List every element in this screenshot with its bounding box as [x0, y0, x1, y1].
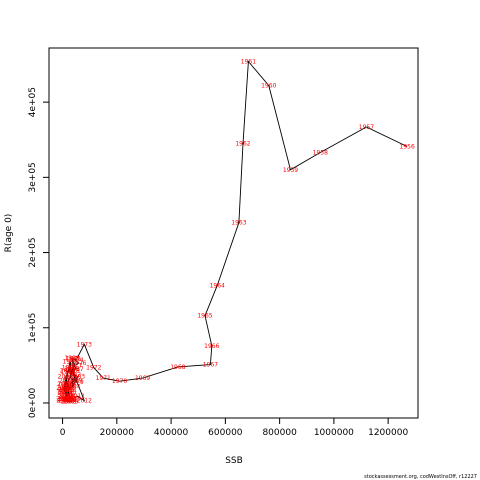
- year-label: 1994: [58, 385, 73, 392]
- year-label: 2019: [62, 396, 77, 403]
- y-axis-title: R(age 0): [4, 214, 14, 253]
- credit-text: stockassessment.org, codWestInsOff, r122…: [364, 474, 477, 480]
- year-label: 2005: [62, 397, 77, 404]
- y-tick-label: 0e+00: [28, 388, 38, 419]
- year-label: 1965: [197, 313, 212, 320]
- year-label: 2002: [58, 392, 73, 399]
- plot-frame: [48, 47, 419, 419]
- year-label: 1963: [231, 219, 246, 226]
- year-label: 1966: [204, 343, 219, 350]
- y-tick-label: 3e+05: [28, 162, 38, 192]
- year-label: 2007: [56, 398, 71, 405]
- year-label: 2004: [58, 398, 73, 405]
- year-label: 2017: [57, 381, 72, 388]
- year-label: 2022: [58, 398, 73, 405]
- year-label: 2009: [63, 398, 78, 405]
- year-label: 2014: [58, 390, 73, 397]
- year-label: 1967: [203, 362, 218, 369]
- x-tick-label: 600000: [208, 428, 243, 438]
- x-tick-label: 800000: [262, 428, 297, 438]
- year-label: 1968: [170, 364, 185, 371]
- year-label: 2020: [60, 368, 75, 375]
- year-label: 1979: [68, 379, 83, 386]
- year-label: 1974: [68, 357, 83, 364]
- year-label: 1957: [359, 124, 374, 131]
- year-label: 1990: [63, 380, 78, 387]
- year-label: 1978: [64, 368, 79, 375]
- plot-border: [48, 47, 419, 419]
- year-label: 2001: [57, 389, 72, 396]
- year-label: 1969: [135, 375, 150, 382]
- y-tick-label: 2e+05: [28, 237, 38, 267]
- x-tick-label: 200000: [100, 428, 135, 438]
- year-label: 1972: [86, 365, 101, 372]
- year-label: 2006: [56, 395, 71, 402]
- year-label: 1989: [67, 377, 82, 384]
- year-label: 1962: [235, 141, 250, 148]
- year-label: 1986: [60, 369, 75, 376]
- year-label: 2015: [61, 394, 76, 401]
- year-label: 1988: [64, 355, 79, 362]
- x-axis: 0 200000 400000 600000 800000 1000000 1200000: [60, 417, 408, 438]
- year-label: 1983: [70, 374, 85, 381]
- year-label: 1970: [112, 378, 127, 385]
- year-label: 2010: [66, 395, 81, 402]
- year-label: 1961: [241, 59, 256, 66]
- year-label: 1964: [210, 283, 225, 290]
- year-label: 1982: [66, 371, 81, 378]
- year-label: 1973: [77, 341, 92, 348]
- year-label: 1977: [67, 362, 82, 369]
- x-tick-label: 1200000: [368, 428, 408, 438]
- year-label: 1975: [66, 356, 81, 363]
- year-label: 1999: [59, 393, 74, 400]
- year-label: 1971: [96, 375, 111, 382]
- year-label: 1976: [71, 360, 86, 367]
- year-label: 1959: [283, 167, 298, 174]
- year-label: 2018: [59, 377, 74, 384]
- year-label: 1998: [61, 389, 76, 396]
- year-label: 2008: [61, 398, 76, 405]
- year-label: 1960: [261, 83, 276, 90]
- year-label: 1992: [59, 391, 74, 398]
- year-label: 2011: [70, 393, 85, 400]
- year-label: 1991: [62, 386, 77, 393]
- year-label: 2003: [60, 396, 75, 403]
- y-tick-label: 1e+05: [28, 313, 38, 343]
- x-tick-label: 400000: [154, 428, 189, 438]
- year-label: 1984: [65, 383, 80, 390]
- year-label: 2016: [56, 385, 71, 392]
- year-label: 1996: [59, 386, 74, 393]
- year-label: 1995: [58, 381, 73, 388]
- year-label: 1993: [58, 396, 73, 403]
- line-layer: [63, 60, 408, 402]
- label-layer: 1956 1957 1958 1959 1960 1961 1962 1963 1964 1965…: [56, 59, 415, 406]
- year-label: 1958: [313, 150, 328, 157]
- x-tick-label: 0: [60, 428, 66, 438]
- year-label: 1956: [400, 144, 415, 151]
- year-label: 1985: [63, 359, 78, 366]
- year-label: 1987: [68, 366, 83, 373]
- y-axis: 0e+00 1e+05 2e+05 3e+05 4e+05: [28, 87, 50, 419]
- year-label: 2021: [58, 386, 73, 393]
- year-label: 2012: [77, 398, 92, 405]
- x-tick-label: 1000000: [314, 428, 354, 438]
- year-label: 1981: [62, 365, 77, 372]
- year-label: 2013: [64, 366, 79, 373]
- y-tick-label: 4e+05: [28, 87, 38, 117]
- year-label: 1997: [60, 383, 75, 390]
- sr-trajectory-line: [63, 60, 408, 402]
- year-label: 2000: [58, 374, 73, 381]
- x-axis-title: SSB: [225, 456, 243, 466]
- year-label: 1980: [63, 375, 78, 382]
